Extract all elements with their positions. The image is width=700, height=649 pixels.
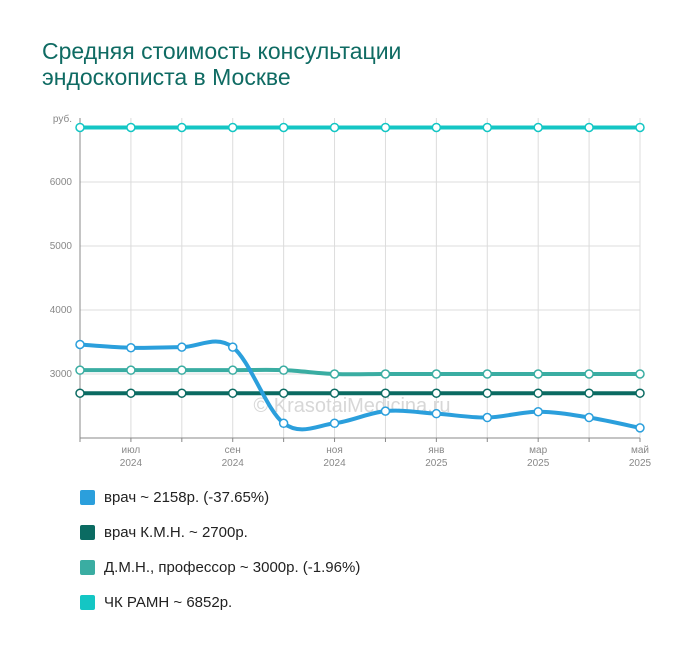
data-point (635, 388, 645, 398)
data-point (75, 339, 85, 350)
legend-label: Д.М.Н., профессор ~ 3000р. (-1.96%) (104, 559, 361, 576)
data-point (482, 122, 493, 133)
y-axis-unit-label: руб. (53, 113, 72, 125)
data-point (126, 388, 136, 398)
data-point (431, 122, 442, 133)
data-point (635, 122, 645, 133)
y-tick-label: 5000 (50, 241, 73, 252)
data-point (380, 369, 391, 379)
data-point (380, 406, 391, 416)
data-point (431, 388, 442, 398)
legend-swatch (80, 525, 95, 540)
data-point (75, 122, 85, 133)
chart-axes (79, 118, 641, 442)
data-point (482, 388, 493, 398)
legend-swatch (80, 560, 95, 575)
data-point (482, 412, 493, 423)
data-point (227, 365, 238, 375)
data-point (329, 388, 340, 398)
y-tick-label: 6000 (50, 177, 73, 188)
legend-swatch (80, 595, 95, 610)
x-tick-label: янв (428, 445, 444, 456)
legend-item[interactable]: ЧК РАМН ~ 6852р. (80, 585, 360, 620)
x-tick-label-year: 2025 (629, 458, 652, 469)
x-tick-label-year: 2024 (120, 458, 143, 469)
data-point (227, 388, 238, 398)
data-point (126, 365, 136, 375)
data-point (278, 122, 289, 133)
data-point (533, 388, 543, 398)
legend-label: врач ~ 2158р. (-37.65%) (104, 489, 270, 506)
data-point (431, 408, 442, 419)
data-point (584, 122, 594, 133)
x-tick-label: сен (225, 445, 241, 456)
chart-title-line-2: эндоскописта в Москве (42, 64, 291, 90)
data-point (329, 122, 340, 133)
data-point (126, 122, 136, 133)
data-point (177, 342, 187, 352)
data-point (227, 342, 238, 352)
data-point (278, 388, 289, 398)
data-point (177, 122, 187, 133)
legend-label: ЧК РАМН ~ 6852р. (104, 594, 233, 611)
data-point (177, 388, 187, 398)
y-tick-label: 4000 (50, 305, 73, 316)
x-tick-label-year: 2024 (323, 458, 346, 469)
data-point (126, 343, 136, 353)
data-point (482, 369, 493, 379)
chart-points (75, 122, 645, 433)
data-point (533, 407, 543, 417)
data-point (278, 365, 289, 375)
chart-grid (79, 118, 641, 438)
y-tick-label: 3000 (50, 369, 73, 380)
chart-ticks: 3000 4000 5000 6000 руб. июл 2024 сен 2024 ноя 202… (50, 113, 652, 469)
data-point (533, 122, 543, 133)
series-line-1 (78, 339, 642, 432)
data-point (431, 369, 442, 379)
data-point (380, 388, 391, 398)
chart-series (78, 125, 642, 432)
data-point (380, 122, 391, 133)
legend-item[interactable]: врач К.М.Н. ~ 2700р. (80, 515, 360, 550)
data-point (584, 412, 594, 423)
data-point (584, 388, 594, 398)
data-point (329, 369, 340, 379)
x-tick-label-year: 2025 (527, 458, 550, 469)
chart-legend: врач ~ 2158р. (-37.65%) врач К.М.Н. ~ 270… (80, 480, 360, 620)
data-point (177, 365, 187, 375)
x-tick-label-year: 2025 (425, 458, 448, 469)
data-point (75, 388, 85, 398)
chart-title: Средняя стоимость консультации эндоскопи… (42, 38, 642, 90)
data-point (533, 369, 543, 379)
legend-item[interactable]: Д.М.Н., профессор ~ 3000р. (-1.96%) (80, 550, 360, 585)
data-point (227, 122, 238, 133)
data-point (635, 369, 645, 379)
x-tick-label: ноя (326, 445, 343, 456)
data-point (278, 418, 289, 429)
x-tick-label: май (631, 445, 649, 456)
legend-swatch (80, 490, 95, 505)
x-tick-label-year: 2024 (222, 458, 245, 469)
chart-title-line-1: Средняя стоимость консультации (42, 38, 402, 64)
x-tick-label: июл (122, 445, 141, 456)
legend-label: врач К.М.Н. ~ 2700р. (104, 524, 248, 541)
legend-item[interactable]: врач ~ 2158р. (-37.65%) (80, 480, 360, 515)
data-point (584, 369, 594, 379)
x-tick-label: мар (529, 445, 547, 456)
data-point (329, 418, 340, 429)
data-point (75, 365, 85, 375)
data-point (635, 423, 645, 433)
